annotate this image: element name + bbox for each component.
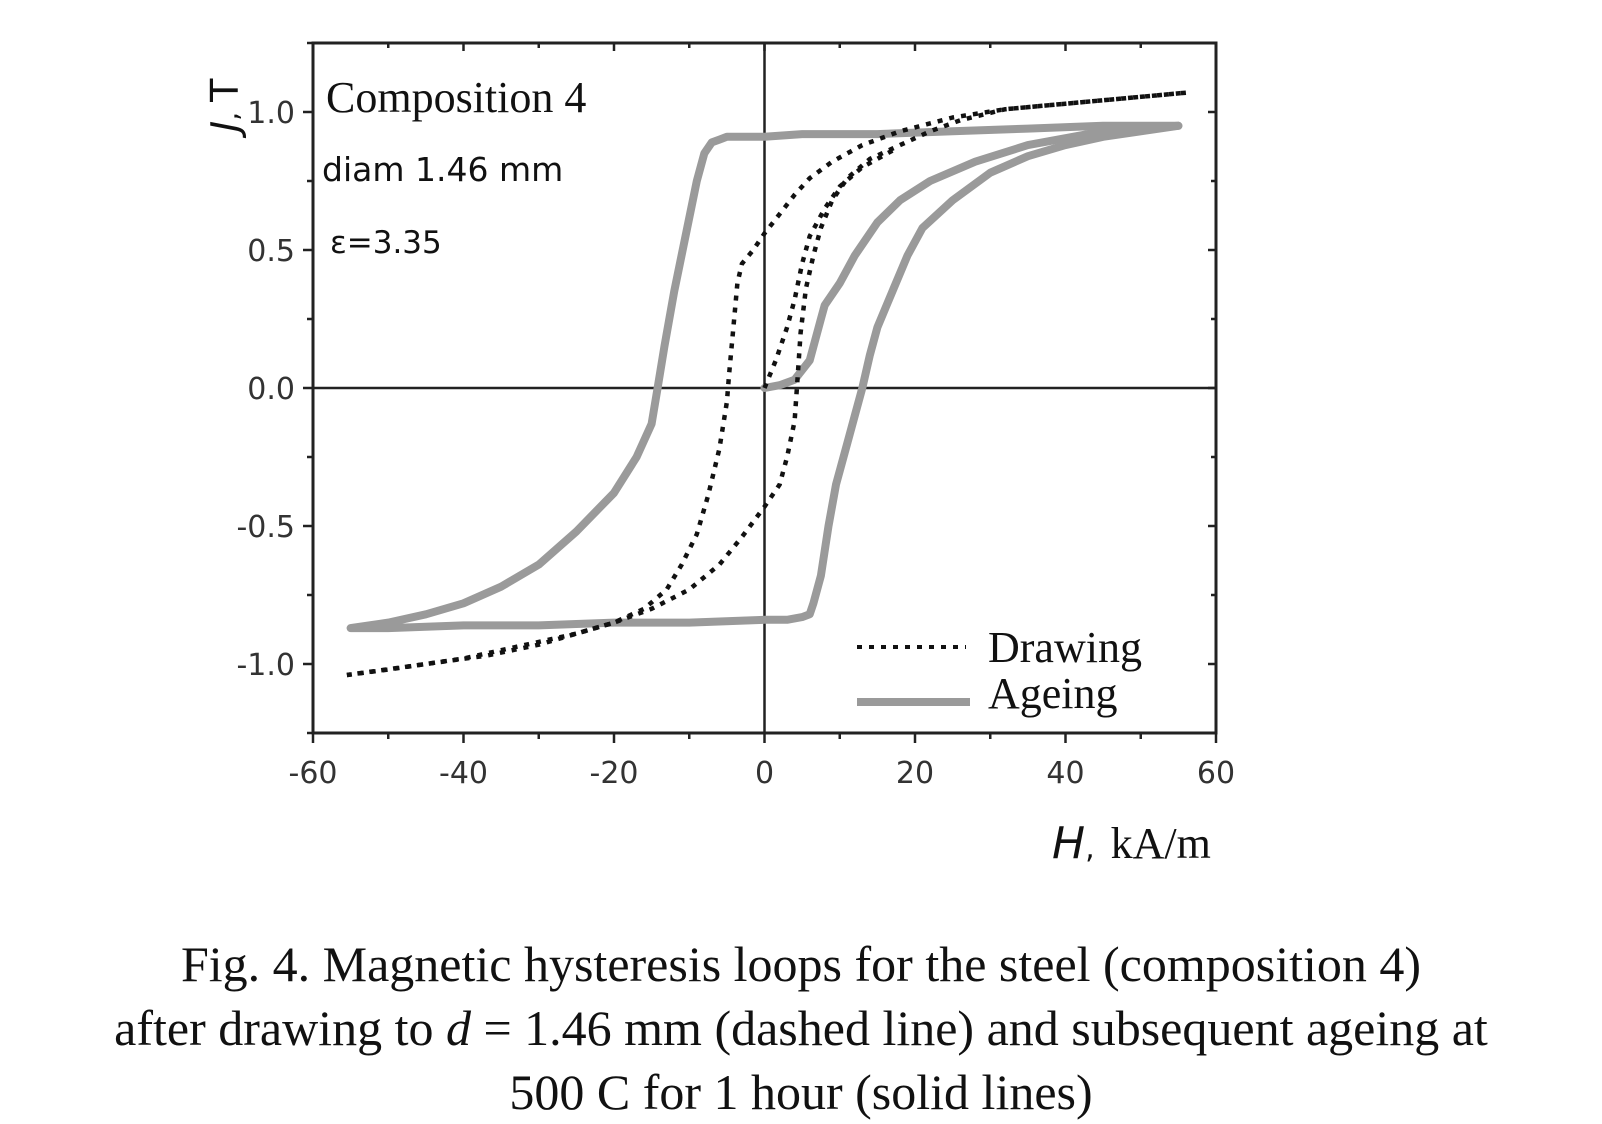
series-ageing-curve-2 (760, 121, 1183, 392)
svg-text:H,kA/m: H, kA/m (1052, 818, 1211, 869)
caption-line-1: Fig. 4. Magnetic hysteresis loops for th… (180, 936, 1422, 992)
x-axis-symbol: H (1052, 818, 1085, 869)
y-axis-symbol: J (203, 121, 247, 139)
caption-variable-d: d (445, 1000, 471, 1056)
legend: Drawing Ageing (857, 623, 1142, 718)
series-drawing-curve-3 (762, 148, 894, 389)
x-axis-unit: kA/m (1111, 819, 1211, 868)
y-axis-separator: , (212, 112, 245, 121)
y-tick-label: -0.5 (236, 510, 295, 545)
plot-series (346, 90, 1187, 678)
x-tick-label: 60 (1197, 756, 1235, 791)
legend-ageing-label: Ageing (988, 669, 1118, 718)
annotation-composition: Composition 4 (326, 73, 586, 122)
plot-axes: -60 -40 -20 0 20 40 60 -1.0 -0.5 0.0 0.5 1.0 (236, 41, 1235, 791)
y-tick-label: -1.0 (236, 648, 295, 683)
x-tick-label: 0 (755, 756, 774, 791)
figure-caption: Fig. 4. Magnetic hysteresis loops for th… (0, 932, 1602, 1124)
legend-drawing-label: Drawing (988, 623, 1142, 672)
x-tick-label: 20 (896, 756, 934, 791)
caption-line-2-start: after drawing to (114, 1000, 446, 1056)
series-drawing-curve-1 (346, 90, 1187, 678)
caption-line-2-end: = 1.46 mm (dashed line) and subsequent a… (470, 1000, 1488, 1056)
x-axis-separator: , (1085, 831, 1095, 866)
y-axis-unit: T (203, 78, 247, 103)
y-axis-label: J, T (203, 78, 247, 139)
x-axis-label: H, kA/m (1052, 818, 1211, 869)
series-ageing-curve-1 (346, 121, 1183, 633)
x-tick-label: -20 (590, 756, 639, 791)
caption-line-2: after drawing to d = 1.46 mm (dashed lin… (0, 996, 1602, 1060)
y-tick-label: 0.0 (247, 372, 295, 407)
plot-annotations: Composition 4 diam 1.46 mm ε=3.35 (322, 73, 586, 261)
svg-text:J,T: J, T (203, 78, 247, 139)
annotation-strain: ε=3.35 (330, 225, 442, 261)
x-tick-label: -40 (439, 756, 488, 791)
x-tick-label: 40 (1046, 756, 1084, 791)
caption-line-3: 500 C for 1 hour (solid lines) (509, 1064, 1093, 1120)
x-tick-label: -60 (289, 756, 338, 791)
y-tick-label: 1.0 (247, 96, 295, 131)
y-tick-label: 0.5 (247, 234, 295, 269)
annotation-diameter: diam 1.46 mm (322, 150, 563, 189)
